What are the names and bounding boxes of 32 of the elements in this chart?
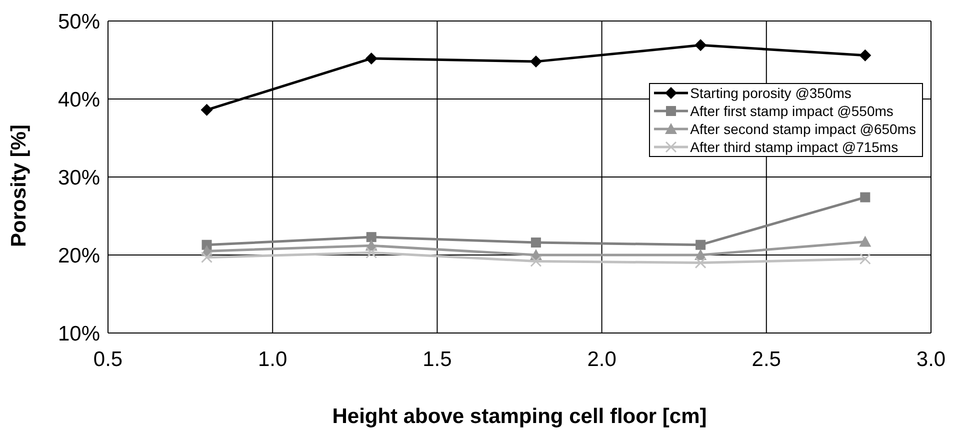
point xyxy=(530,238,541,248)
point xyxy=(366,246,378,258)
point xyxy=(200,104,213,116)
point xyxy=(860,192,870,202)
x-tick-label: 0.5 xyxy=(93,348,123,371)
point xyxy=(530,255,542,267)
y-tick-label: 50% xyxy=(58,10,100,34)
y-axis-title: Porosity [%] xyxy=(7,124,30,247)
legend-label: After first stamp impact @550ms xyxy=(690,102,894,120)
legend-label: After third stamp impact @715ms xyxy=(690,138,898,156)
point xyxy=(694,39,707,52)
point xyxy=(201,252,213,264)
x-tick-label: 3.0 xyxy=(916,348,946,371)
point xyxy=(530,56,542,68)
point xyxy=(365,52,378,64)
legend-label: After second stamp impact @650ms xyxy=(690,120,916,138)
y-tick-label: 30% xyxy=(58,166,100,190)
x-tick-label: 2.0 xyxy=(587,348,616,371)
y-tick-label: 40% xyxy=(58,88,100,112)
y-tick-label: 10% xyxy=(58,322,100,346)
point xyxy=(366,232,376,242)
point xyxy=(859,253,871,265)
legend-label: Starting porosity @350ms xyxy=(690,84,852,102)
point xyxy=(694,257,706,269)
point xyxy=(696,240,706,250)
x-tick-label: 1.0 xyxy=(258,348,288,371)
point xyxy=(859,49,872,62)
point xyxy=(859,236,872,247)
y-tick-label: 20% xyxy=(58,244,100,268)
x-tick-label: 2.5 xyxy=(752,348,781,371)
x-tick-label: 1.5 xyxy=(422,348,452,371)
x-axis-title: Height above stamping cell floor [cm] xyxy=(332,405,707,428)
